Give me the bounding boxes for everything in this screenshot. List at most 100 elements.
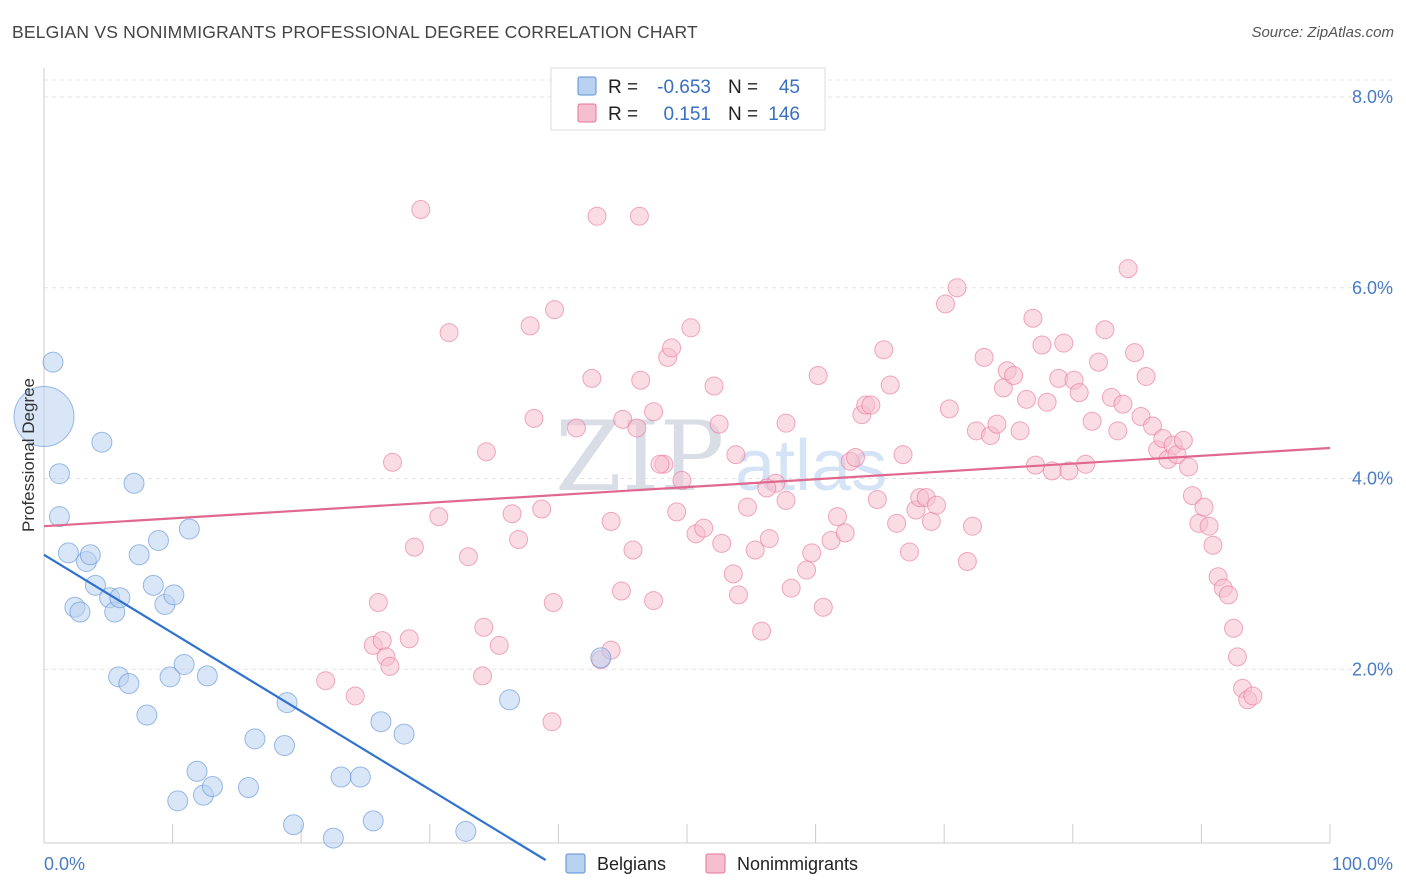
- data-point: [1173, 430, 1193, 450]
- data-point: [57, 542, 79, 564]
- data-point: [109, 587, 131, 609]
- legend-n-value-2: 146: [768, 104, 800, 125]
- nonimmigrants-points: [316, 98, 1263, 732]
- data-point: [974, 347, 994, 367]
- data-point: [399, 629, 419, 649]
- grid-lines: [44, 79, 1395, 670]
- data-point: [13, 386, 75, 448]
- data-point: [935, 294, 955, 314]
- data-point: [752, 621, 772, 641]
- data-point: [1179, 457, 1199, 477]
- legend-nonimmigrants-label: Nonimmigrants: [737, 854, 858, 874]
- data-point: [362, 810, 384, 832]
- data-point: [42, 351, 64, 373]
- data-point: [524, 408, 544, 428]
- data-point: [455, 820, 477, 842]
- data-point: [380, 656, 400, 676]
- data-point: [91, 431, 113, 453]
- data-point: [473, 666, 493, 686]
- data-point: [1017, 389, 1037, 409]
- series-legend: Belgians Nonimmigrants: [565, 853, 858, 874]
- data-point: [186, 760, 208, 782]
- data-point: [759, 529, 779, 549]
- x-tick-label: 0.0%: [44, 854, 85, 874]
- data-point: [629, 206, 649, 226]
- y-tick-label: 8.0%: [1352, 87, 1393, 107]
- data-point: [201, 776, 223, 798]
- data-point: [196, 665, 218, 687]
- data-point: [370, 711, 392, 733]
- axes: [43, 68, 1331, 844]
- data-point: [147, 529, 169, 551]
- data-point: [69, 601, 91, 623]
- data-point: [582, 368, 602, 388]
- data-point: [644, 402, 664, 422]
- y-tick-label: 6.0%: [1352, 278, 1393, 298]
- data-point: [316, 671, 336, 691]
- y-axis-title: Professional Degree: [19, 378, 38, 532]
- data-point: [613, 409, 633, 429]
- data-point: [48, 506, 70, 528]
- data-point: [1069, 383, 1089, 403]
- data-point: [723, 564, 743, 584]
- data-point: [745, 540, 765, 560]
- data-point: [167, 790, 189, 812]
- watermark-zip: ZIP: [555, 401, 724, 513]
- data-point: [163, 584, 185, 606]
- data-point: [712, 533, 732, 553]
- legend-n-value-1: 45: [779, 77, 800, 98]
- chart-title: BELGIAN VS NONIMMIGRANTS PROFESSIONAL DE…: [12, 22, 698, 42]
- legend-r-label-2: R =: [608, 104, 638, 125]
- data-point: [662, 338, 682, 358]
- data-point: [1194, 497, 1214, 517]
- data-point: [808, 365, 828, 385]
- data-point: [1203, 535, 1223, 555]
- data-point: [509, 530, 529, 550]
- data-point: [273, 735, 295, 757]
- data-point: [383, 452, 403, 472]
- data-point: [709, 414, 729, 434]
- data-point: [322, 827, 344, 849]
- data-point: [1108, 421, 1128, 441]
- data-point: [827, 507, 847, 527]
- data-point: [1004, 365, 1024, 385]
- data-point: [1136, 366, 1156, 386]
- data-point: [79, 544, 101, 566]
- legend-belgians-label: Belgians: [597, 854, 666, 874]
- data-point: [1199, 516, 1219, 536]
- data-point: [1089, 352, 1109, 372]
- data-point: [644, 591, 664, 611]
- data-point: [939, 399, 959, 419]
- data-point: [694, 518, 714, 538]
- legend-r-value-1: -0.653: [657, 77, 711, 98]
- data-point: [781, 578, 801, 598]
- data-point: [611, 581, 631, 601]
- legend-n-label-1: N =: [728, 77, 758, 98]
- data-point: [404, 537, 424, 557]
- data-point: [411, 200, 431, 220]
- data-point: [532, 499, 552, 519]
- data-point: [489, 635, 509, 655]
- data-point: [1118, 259, 1138, 279]
- data-point: [1010, 421, 1030, 441]
- data-point: [861, 395, 881, 415]
- data-point: [704, 376, 724, 396]
- data-point: [813, 597, 833, 617]
- data-point: [776, 413, 796, 433]
- data-point: [887, 513, 907, 533]
- legend-box: [550, 67, 826, 131]
- data-point: [1143, 416, 1163, 436]
- data-point: [393, 723, 415, 745]
- legend-belgians-swatch: [565, 853, 586, 874]
- trend-lines: [43, 446, 1331, 861]
- y-tick-labels: 2.0% 4.0% 6.0% 8.0%: [1352, 87, 1393, 679]
- data-point: [802, 543, 822, 563]
- data-point: [499, 689, 521, 711]
- data-point: [1032, 335, 1052, 355]
- data-point: [330, 766, 352, 788]
- trend-line: [43, 446, 1331, 528]
- data-point: [623, 540, 643, 560]
- legend-nonimmigrants-swatch: [705, 853, 726, 874]
- data-point: [1125, 343, 1145, 363]
